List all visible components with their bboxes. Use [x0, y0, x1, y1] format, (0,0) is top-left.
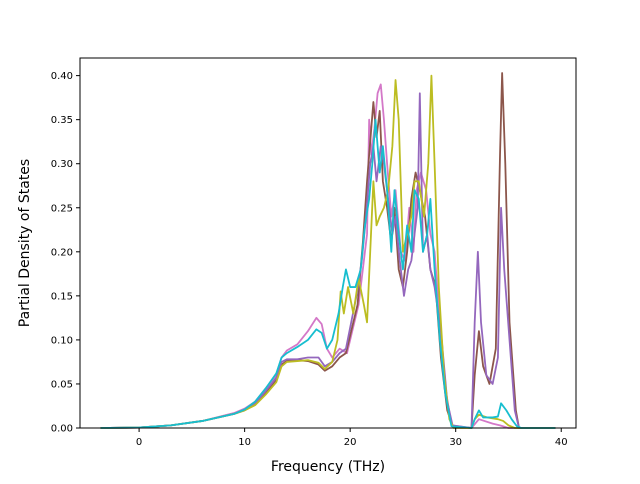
y-tick-label: 0.35 [51, 115, 73, 126]
y-tick-label: 0.10 [51, 335, 73, 346]
x-tick-label: 0 [136, 437, 142, 448]
y-tick-label: 0.25 [51, 203, 73, 214]
series-line-4 [100, 118, 556, 429]
y-tick-label: 0.40 [51, 71, 73, 82]
x-tick-label: 10 [238, 437, 251, 448]
y-axis-label: Partial Density of States [17, 159, 33, 327]
x-tick-label: 30 [449, 437, 462, 448]
y-tick-label: 0.30 [51, 159, 73, 170]
y-ticks: 0.00 0.05 0.10 0.15 0.20 0.25 0.30 0.35 0.40 [51, 71, 80, 435]
x-ticks: 0 10 20 30 40 [136, 428, 568, 448]
x-tick-label: 40 [555, 437, 568, 448]
plot-frame [79, 57, 577, 429]
y-tick-label: 0.00 [51, 424, 73, 435]
x-tick-label: 20 [344, 437, 357, 448]
y-tick-label: 0.05 [51, 379, 73, 390]
y-tick-label: 0.15 [51, 291, 73, 302]
y-tick-label: 0.20 [51, 247, 73, 258]
x-axis-label: Frequency (THz) [271, 459, 385, 475]
